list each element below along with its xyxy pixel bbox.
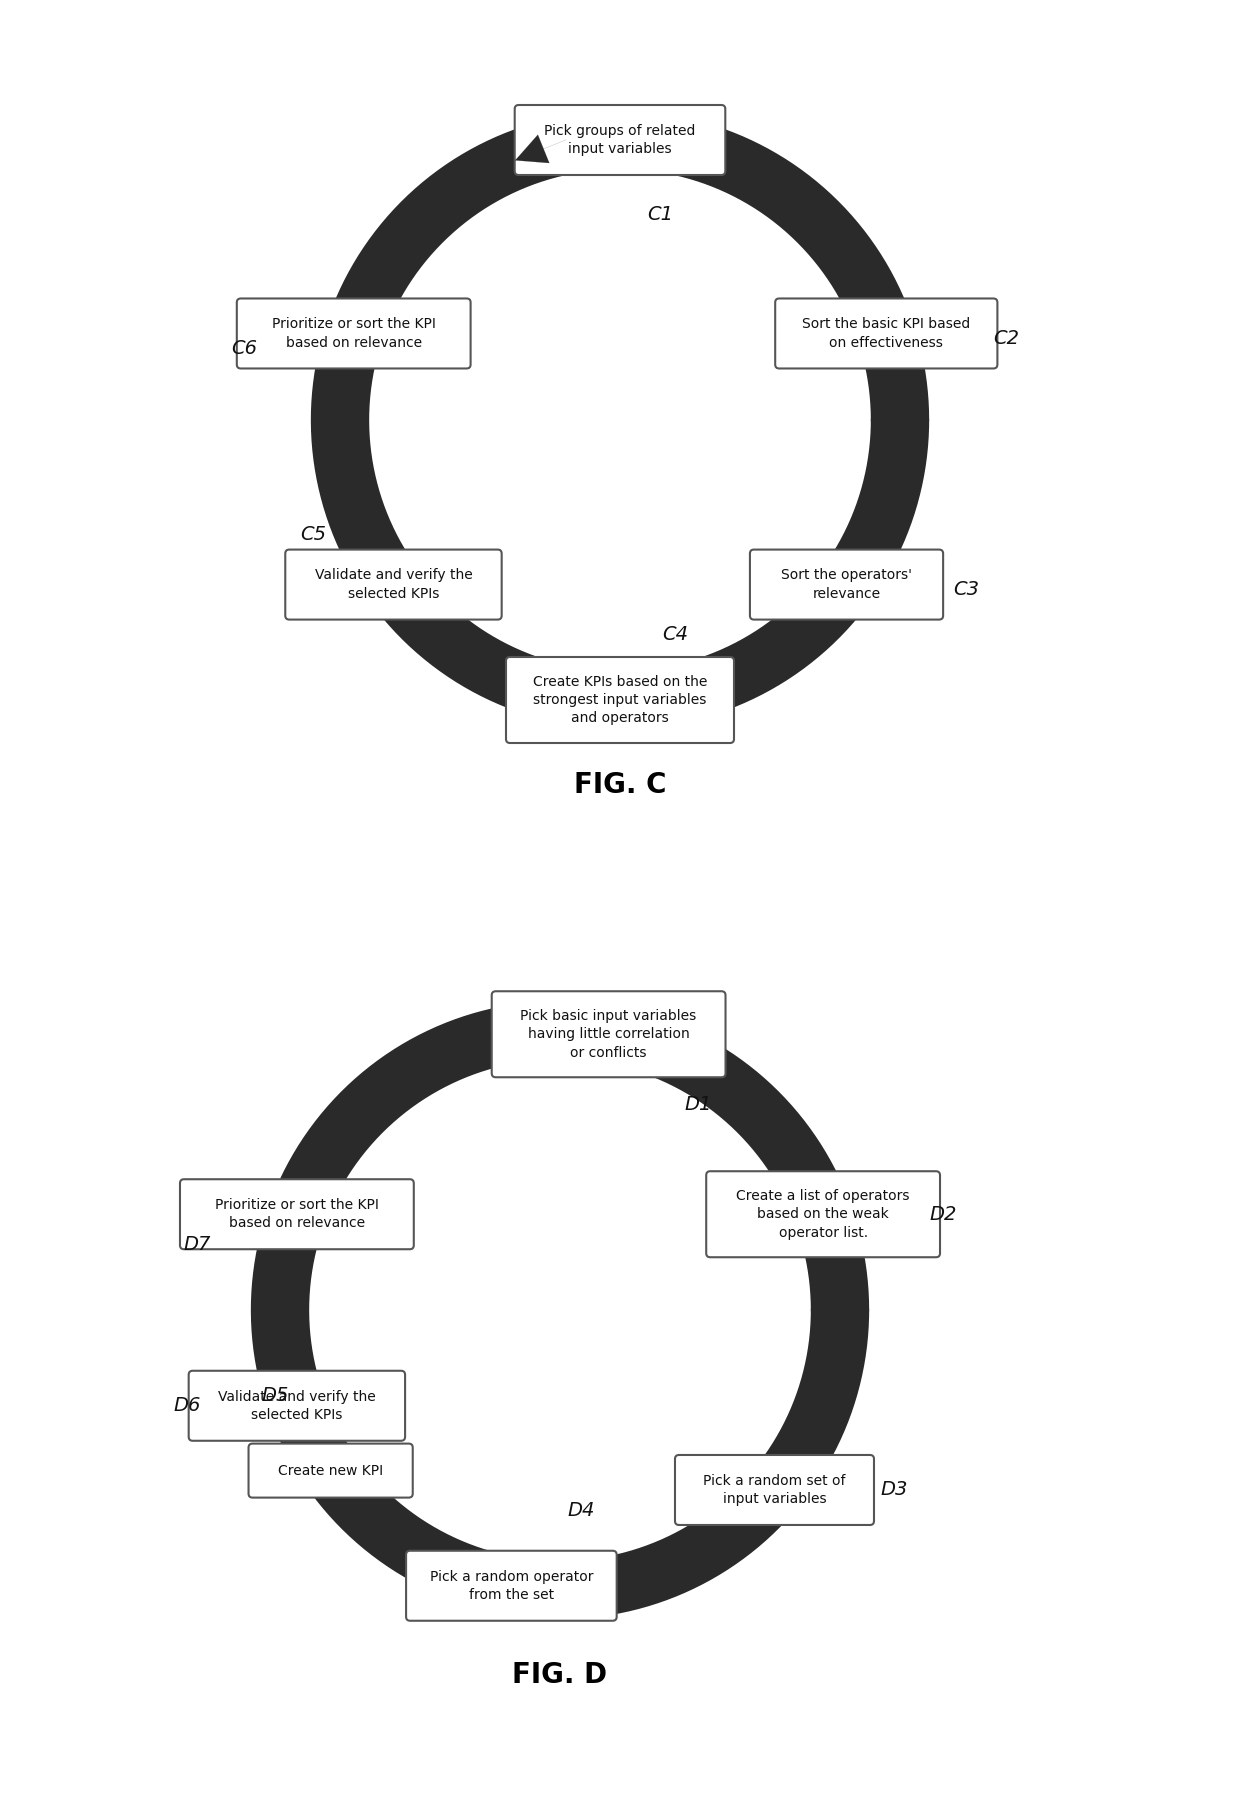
Text: Create a list of operators
based on the weak
operator list.: Create a list of operators based on the … [737,1189,910,1240]
Text: C5: C5 [300,526,326,544]
FancyBboxPatch shape [405,1550,616,1620]
Text: Validate and verify the
selected KPIs: Validate and verify the selected KPIs [315,569,472,601]
Text: D6: D6 [174,1396,201,1415]
Text: Pick basic input variables
having little correlation
or conflicts: Pick basic input variables having little… [521,1008,697,1060]
FancyBboxPatch shape [750,549,944,619]
Text: C2: C2 [993,328,1019,348]
Text: D5: D5 [262,1387,289,1405]
Text: Create KPIs based on the
strongest input variables
and operators: Create KPIs based on the strongest input… [533,675,707,725]
Text: FIG. D: FIG. D [512,1661,608,1688]
FancyBboxPatch shape [285,549,502,619]
FancyBboxPatch shape [188,1371,405,1441]
Text: Prioritize or sort the KPI
based on relevance: Prioritize or sort the KPI based on rele… [215,1198,379,1231]
Text: Prioritize or sort the KPI
based on relevance: Prioritize or sort the KPI based on rele… [272,318,435,350]
FancyBboxPatch shape [492,992,725,1076]
Text: C3: C3 [954,579,980,599]
Text: D7: D7 [184,1234,211,1254]
FancyBboxPatch shape [707,1171,940,1258]
FancyBboxPatch shape [707,1171,940,1258]
Text: FIG. C: FIG. C [574,771,666,798]
FancyBboxPatch shape [775,298,997,368]
Text: C4: C4 [662,626,688,644]
Text: Sort the operators'
relevance: Sort the operators' relevance [781,569,913,601]
FancyBboxPatch shape [248,1444,413,1498]
FancyBboxPatch shape [675,1455,874,1525]
FancyBboxPatch shape [492,992,725,1076]
Text: Pick groups of related
input variables: Pick groups of related input variables [544,124,696,156]
FancyBboxPatch shape [775,298,997,368]
Text: Sort the basic KPI based
on effectiveness: Sort the basic KPI based on effectivenes… [802,318,971,350]
Text: D2: D2 [930,1206,957,1224]
FancyBboxPatch shape [506,657,734,743]
Text: D4: D4 [568,1502,595,1520]
FancyBboxPatch shape [188,1371,405,1441]
Text: Validate and verify the
selected KPIs: Validate and verify the selected KPIs [218,1390,376,1423]
FancyBboxPatch shape [248,1444,413,1498]
FancyBboxPatch shape [515,106,725,176]
Text: Pick a random set of
input variables: Pick a random set of input variables [703,1475,846,1507]
FancyBboxPatch shape [180,1179,414,1249]
FancyBboxPatch shape [675,1455,874,1525]
FancyBboxPatch shape [506,657,734,743]
FancyBboxPatch shape [515,106,725,176]
FancyBboxPatch shape [180,1179,414,1249]
Text: C6: C6 [231,339,257,359]
FancyBboxPatch shape [237,298,471,368]
Text: D1: D1 [684,1094,712,1114]
Text: Pick a random operator
from the set: Pick a random operator from the set [429,1570,593,1602]
FancyBboxPatch shape [405,1550,616,1620]
FancyBboxPatch shape [285,549,502,619]
Text: D3: D3 [880,1480,908,1500]
FancyBboxPatch shape [237,298,471,368]
Text: C1: C1 [647,206,673,224]
Text: Create new KPI: Create new KPI [278,1464,383,1478]
FancyBboxPatch shape [750,549,944,619]
